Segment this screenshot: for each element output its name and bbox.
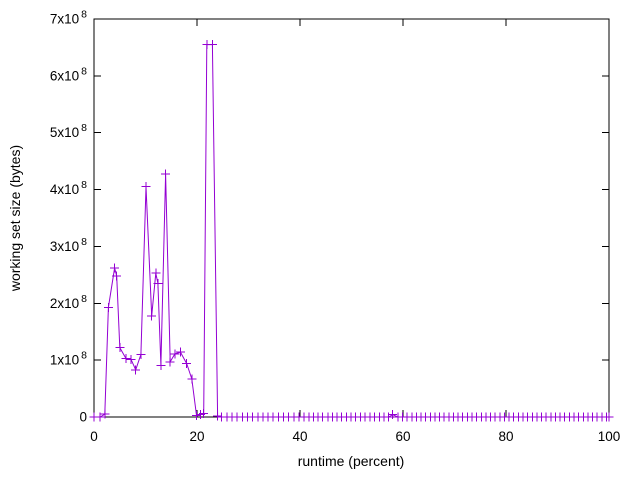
x-tick-label: 20 xyxy=(189,429,204,444)
y-tick-label: 4x10 8 xyxy=(50,179,87,197)
x-tick-label: 0 xyxy=(90,429,98,444)
data-series xyxy=(89,40,614,422)
y-tick-label: 6x10 8 xyxy=(50,65,87,83)
x-tick-label: 100 xyxy=(598,429,621,444)
y-tick-label: 1x10 8 xyxy=(50,350,87,368)
x-axis-label: runtime (percent) xyxy=(298,453,405,469)
y-tick-label: 5x10 8 xyxy=(50,122,87,140)
x-tick-label: 60 xyxy=(395,429,410,444)
x-tick-label: 40 xyxy=(292,429,307,444)
y-tick-label: 3x10 8 xyxy=(50,236,87,254)
x-tick-label: 80 xyxy=(498,429,513,444)
y-tick-label: 2x10 8 xyxy=(50,293,87,311)
tick-labels: 0 20 40 60 80 100 0 1x10 8 2x10 8 3x10 8 4x10 8 5x10 8 6x… xyxy=(50,9,620,445)
y-tick-label: 7x10 8 xyxy=(50,9,87,27)
y-axis-label: working set size (bytes) xyxy=(7,145,23,292)
y-tick-label: 0 xyxy=(79,410,87,425)
data-point-markers xyxy=(89,40,614,422)
